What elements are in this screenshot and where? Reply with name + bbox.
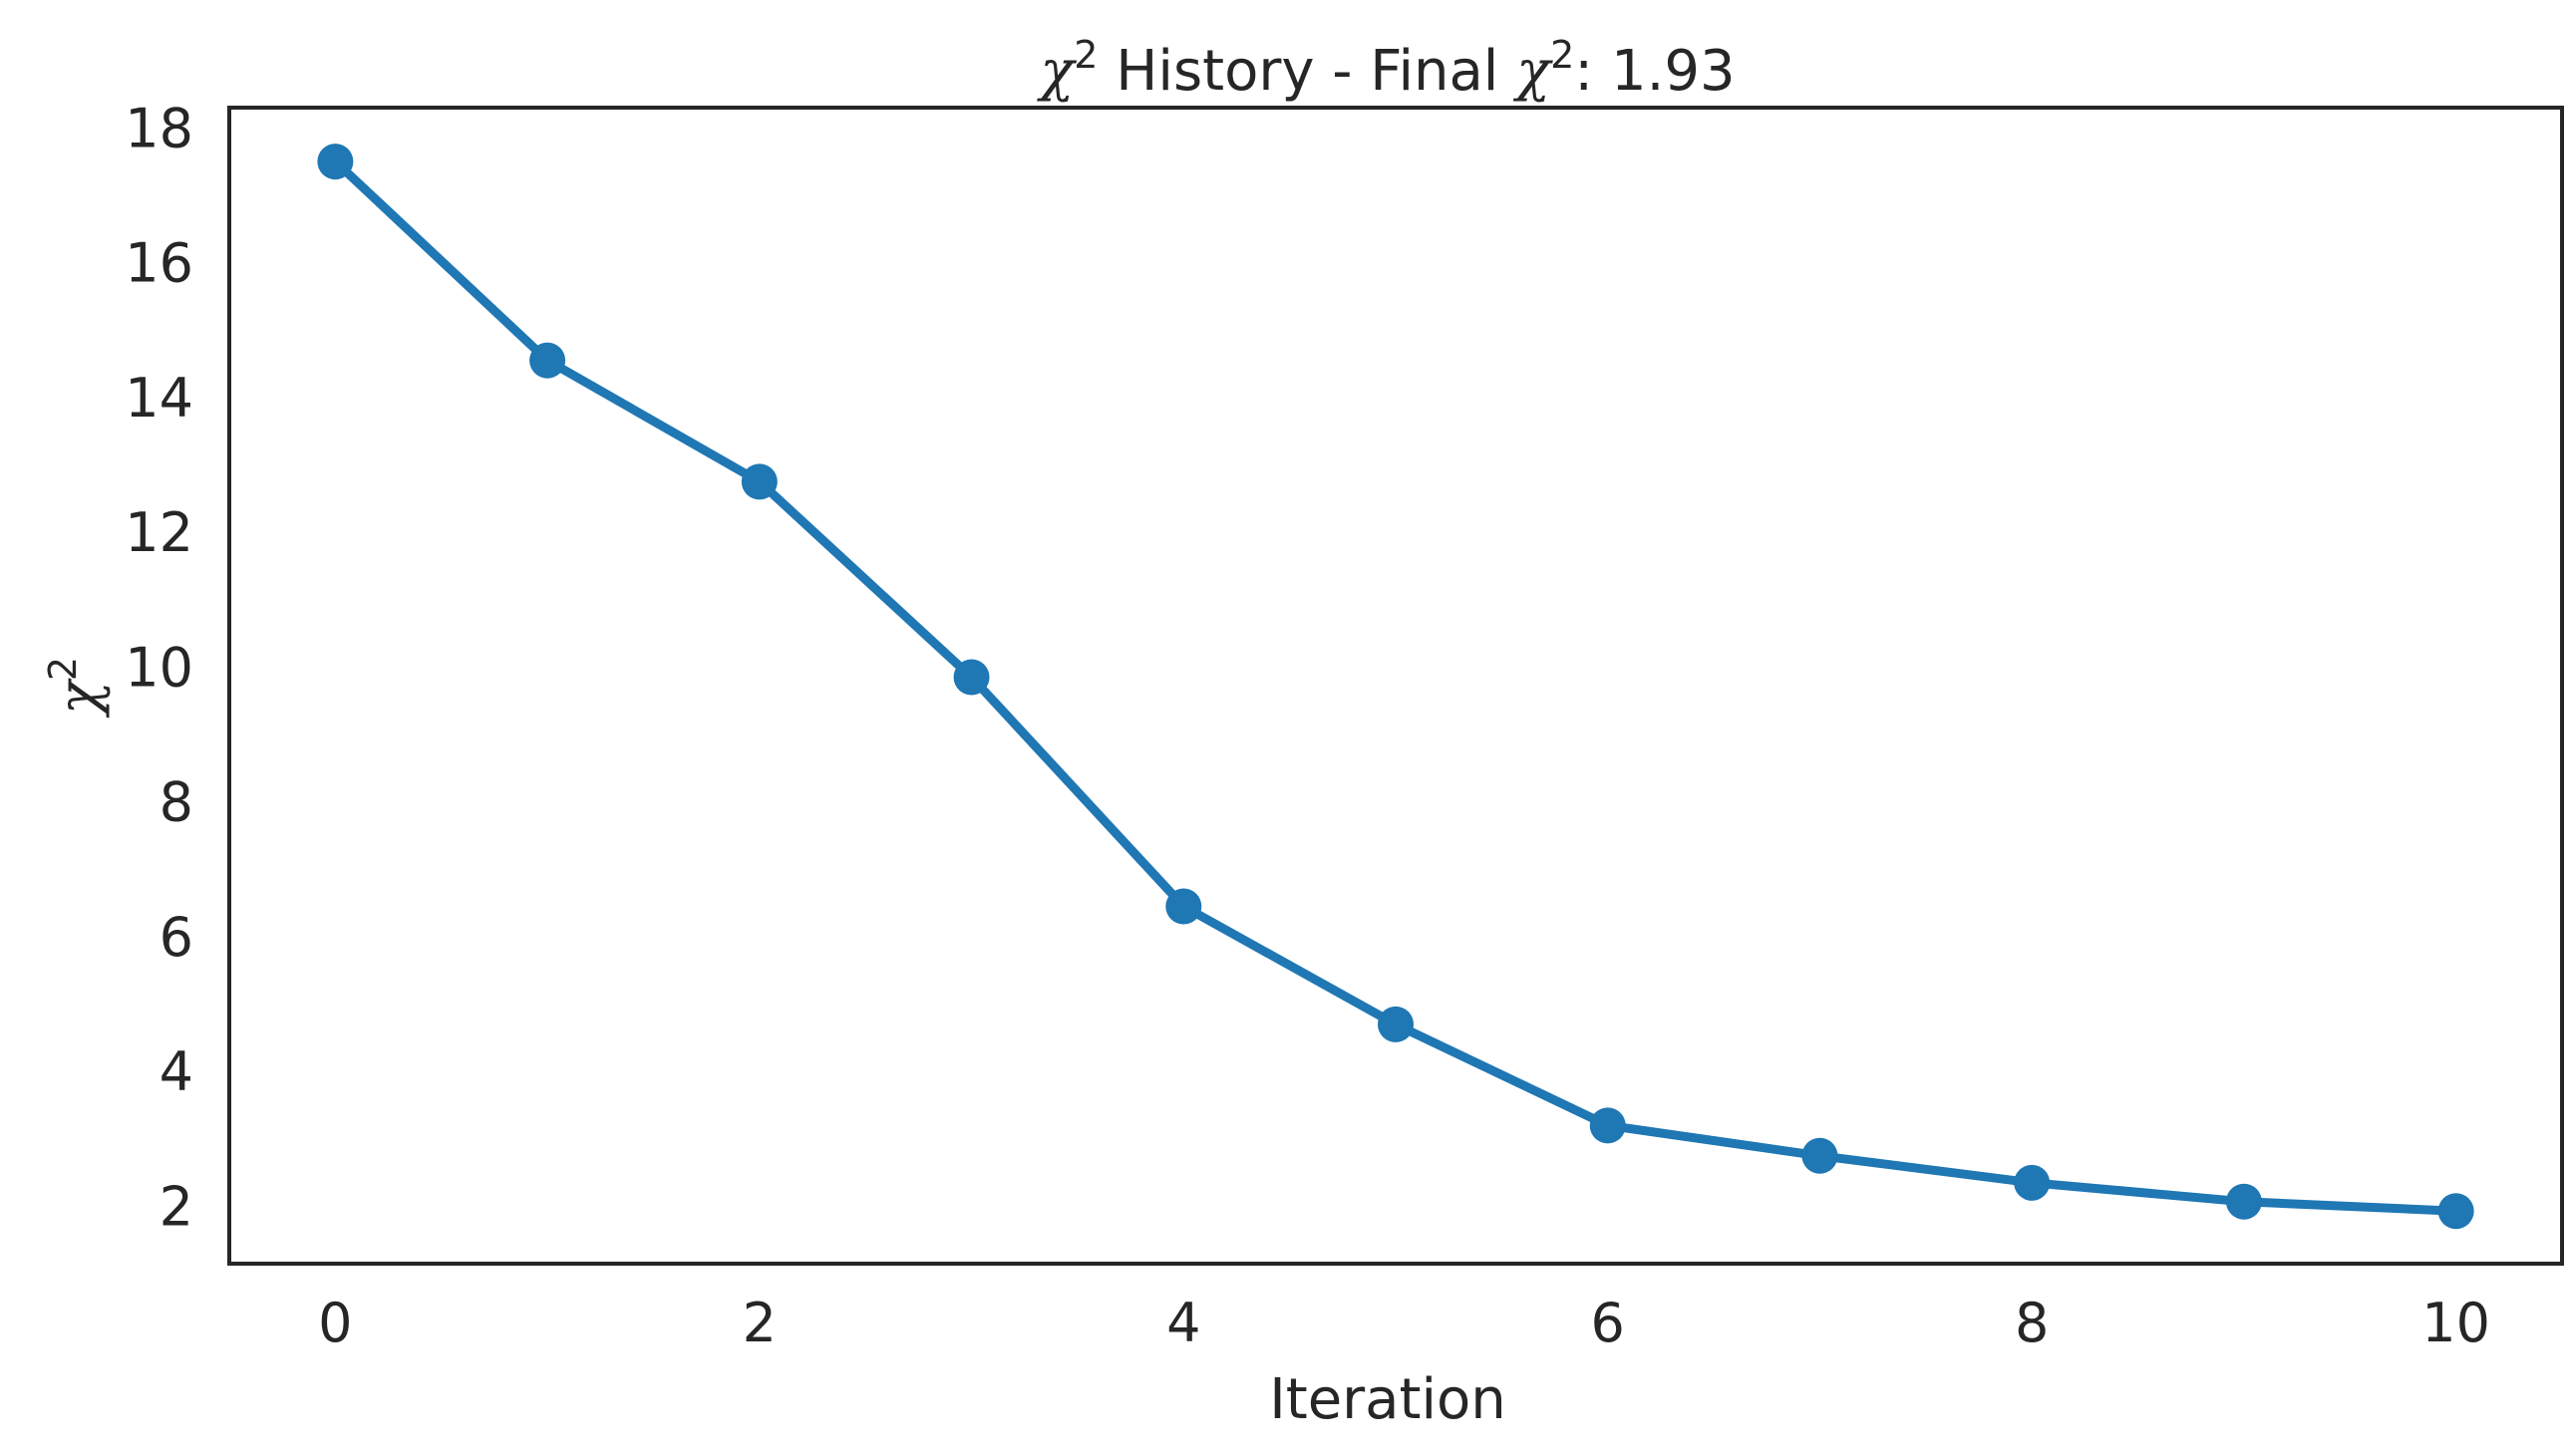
- y-tick-label: 18: [125, 97, 193, 159]
- y-tick-label: 14: [125, 367, 193, 430]
- y-axis-chi-symbol: χ: [47, 678, 112, 719]
- x-axis-ticks: 0 2 4 6 8 10: [318, 1292, 2490, 1354]
- data-point: [2225, 1183, 2262, 1220]
- y-tick-label: 4: [160, 1040, 193, 1103]
- title-exponent: 2: [1074, 33, 1098, 77]
- data-point: [2014, 1164, 2051, 1201]
- x-axis-label: Iteration: [1269, 1367, 1506, 1432]
- title-chi-symbol: χ: [1036, 39, 1077, 104]
- y-tick-label: 16: [125, 232, 193, 295]
- x-tick-label: 10: [2421, 1292, 2490, 1354]
- y-axis-label: χ2: [41, 657, 112, 719]
- y-axis-ticks: 2 4 6 8 10 12 14 16 18: [125, 97, 193, 1238]
- data-point: [1589, 1107, 1626, 1144]
- x-tick-label: 2: [743, 1292, 777, 1354]
- data-point: [529, 342, 566, 379]
- data-point: [1378, 1006, 1414, 1042]
- data-point: [1801, 1137, 1838, 1174]
- plot-frame: [227, 106, 2564, 1266]
- data-point: [2437, 1193, 2474, 1230]
- x-tick-label: 6: [1591, 1292, 1625, 1354]
- title-chi-symbol-final: χ: [1512, 39, 1553, 104]
- data-point: [953, 659, 990, 696]
- y-axis-exponent: 2: [41, 657, 85, 681]
- x-tick-label: 4: [1166, 1292, 1200, 1354]
- title-exponent-final: 2: [1550, 33, 1574, 77]
- x-tick-label: 8: [2015, 1292, 2049, 1354]
- x-tick-label: 0: [318, 1292, 352, 1354]
- plot-marks: [317, 144, 2474, 1230]
- data-point: [741, 463, 778, 500]
- data-point: [1165, 888, 1202, 925]
- title-final-value: : 1.93: [1574, 39, 1735, 104]
- series-line: [330, 156, 2461, 1216]
- title-middle-text: History - Final: [1098, 39, 1516, 104]
- y-tick-label: 6: [160, 906, 193, 969]
- data-point: [317, 144, 354, 180]
- y-tick-label: 12: [125, 501, 193, 564]
- y-tick-label: 2: [160, 1176, 193, 1239]
- chart-title: χ2 History - Final χ2: 1.93: [1036, 33, 1735, 104]
- y-tick-label: 10: [125, 636, 193, 699]
- y-tick-label: 8: [160, 771, 193, 834]
